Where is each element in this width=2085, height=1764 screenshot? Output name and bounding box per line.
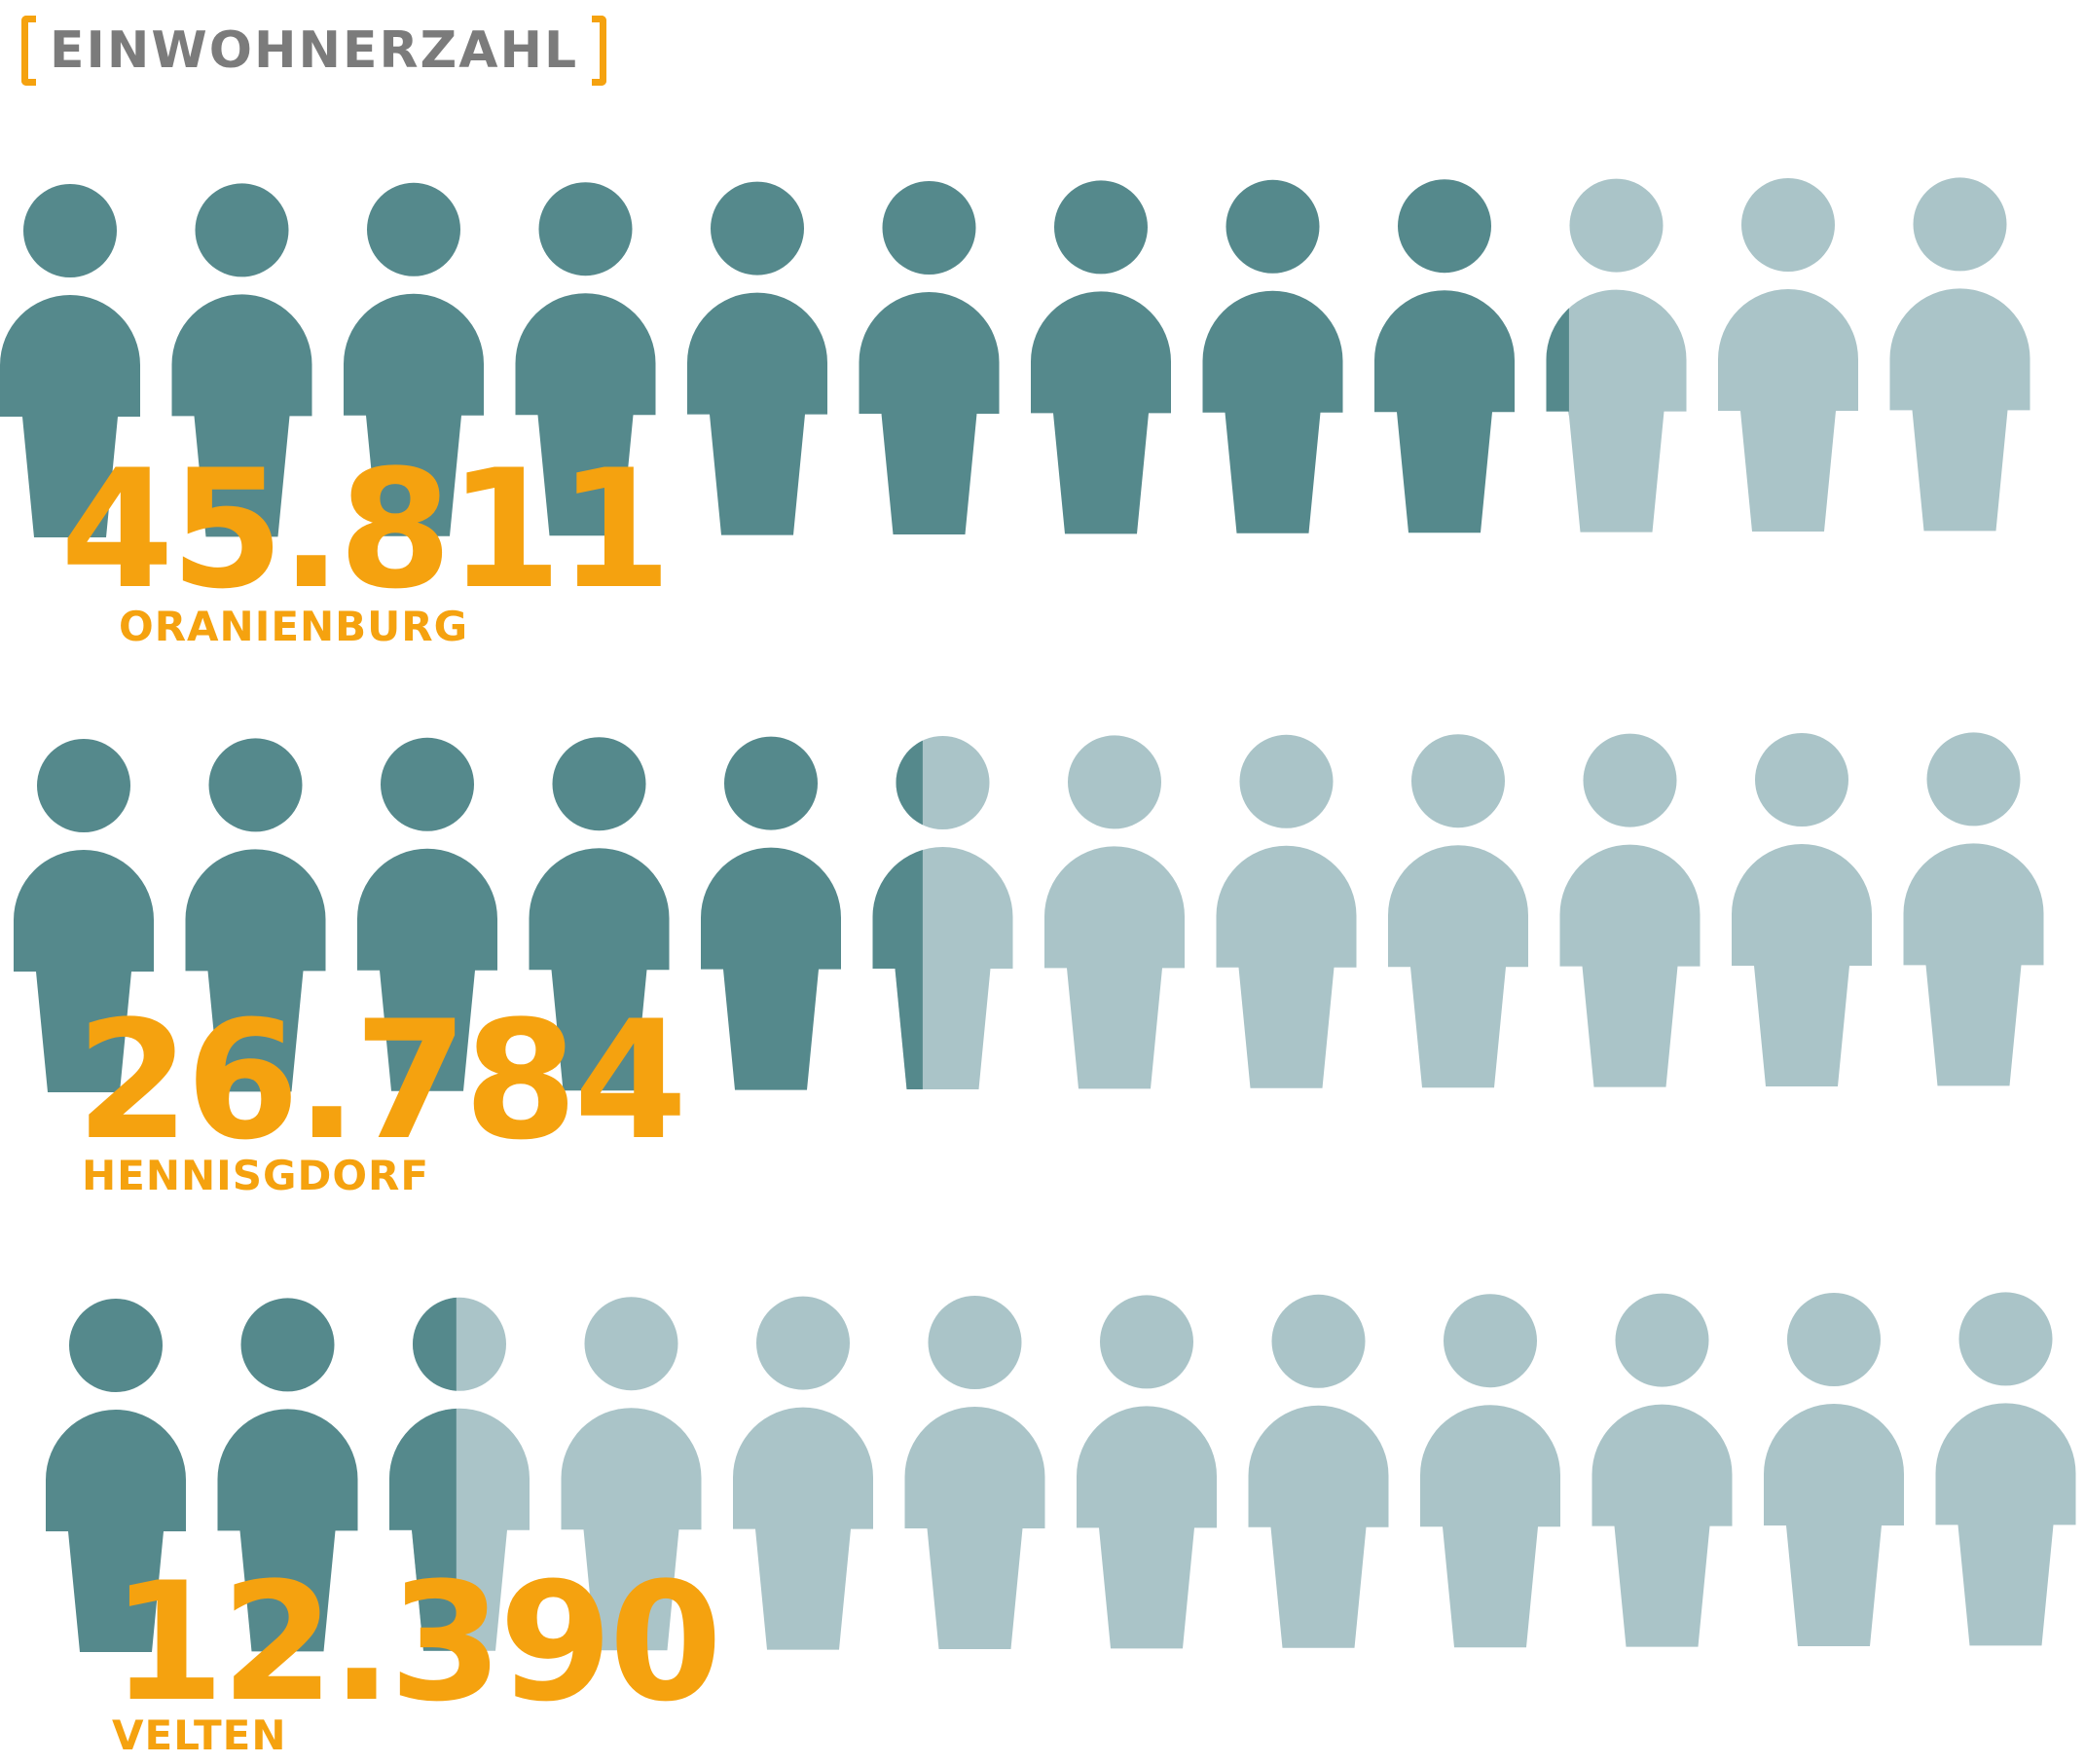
city-label: HENNISGDORF bbox=[82, 1152, 429, 1199]
person-icon-filled bbox=[687, 181, 827, 535]
right-bracket bbox=[592, 16, 607, 86]
person-icon-partial bbox=[1546, 178, 1687, 533]
population-value: 26.784 bbox=[76, 985, 683, 1176]
person-icon-empty bbox=[1559, 733, 1701, 1087]
left-bracket bbox=[21, 16, 36, 86]
person-icon-empty bbox=[1903, 732, 2044, 1086]
person-icon-filled bbox=[185, 738, 326, 1092]
person-icon-empty bbox=[1077, 1295, 1217, 1649]
person-icon-filled bbox=[344, 182, 484, 536]
person-icon-empty bbox=[1420, 1294, 1560, 1648]
person-icon-filled bbox=[859, 181, 1000, 534]
pictogram-row bbox=[0, 177, 2030, 537]
person-icon-filled bbox=[217, 1298, 358, 1652]
person-icon-filled bbox=[515, 182, 656, 536]
person-icon-filled bbox=[171, 183, 312, 537]
person-icon-empty bbox=[1732, 733, 1872, 1086]
person-icon-empty bbox=[1248, 1294, 1389, 1648]
population-value: 45.811 bbox=[60, 434, 668, 625]
person-icon-filled bbox=[1374, 179, 1515, 533]
pictogram-row bbox=[46, 1292, 2076, 1652]
city-label: ORANIENBURG bbox=[119, 603, 468, 650]
person-icon-empty bbox=[1388, 734, 1528, 1088]
person-icon-empty bbox=[1718, 178, 1858, 532]
person-icon-filled bbox=[357, 737, 497, 1091]
person-icon-filled bbox=[1202, 179, 1343, 533]
person-icon-filled bbox=[1031, 180, 1171, 534]
person-icon-empty bbox=[1764, 1293, 1904, 1646]
person-icon-empty bbox=[1935, 1292, 2076, 1646]
person-icon-filled bbox=[529, 737, 670, 1091]
person-icon-empty bbox=[1889, 177, 2030, 532]
person-icon-partial bbox=[872, 736, 1013, 1089]
person-icon-empty bbox=[904, 1296, 1045, 1649]
person-icon-filled bbox=[14, 739, 154, 1092]
chart-header: EINWOHNERZAHL bbox=[21, 10, 607, 92]
person-icon-empty bbox=[1591, 1293, 1733, 1647]
person-icon-empty bbox=[1044, 735, 1185, 1089]
chart-title: EINWOHNERZAHL bbox=[50, 21, 579, 80]
person-icon-partial bbox=[389, 1297, 530, 1651]
person-icon-filled bbox=[0, 184, 140, 537]
person-icon-empty bbox=[1216, 734, 1357, 1088]
city-label: VELTEN bbox=[112, 1711, 287, 1759]
pictogram-row bbox=[14, 732, 2044, 1092]
population-value: 12.390 bbox=[111, 1547, 718, 1738]
person-icon-filled bbox=[701, 736, 841, 1090]
person-icon-filled bbox=[46, 1299, 186, 1652]
person-icon-empty bbox=[561, 1297, 702, 1651]
person-icon-empty bbox=[733, 1296, 873, 1650]
